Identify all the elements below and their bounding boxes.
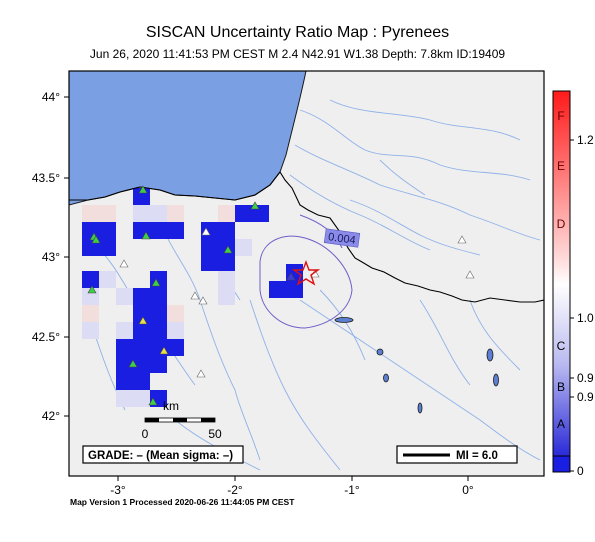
lon-tick-label: -1° bbox=[344, 483, 360, 497]
svg-text:GRADE: – (Mean sigma: –): GRADE: – (Mean sigma: –) bbox=[88, 450, 233, 462]
station-marker bbox=[286, 272, 296, 281]
station-marker bbox=[138, 185, 148, 194]
svg-text:km: km bbox=[163, 399, 179, 413]
station-marker bbox=[138, 316, 148, 325]
station-marker bbox=[457, 235, 467, 244]
lat-tick-label: 44° bbox=[42, 90, 60, 104]
station-marker bbox=[201, 227, 211, 236]
station-marker bbox=[196, 369, 206, 378]
lon-axis-labels: -3° -2° -1° 0° bbox=[110, 483, 474, 497]
grade-letter: B bbox=[557, 380, 565, 394]
lat-tick-label: 42° bbox=[42, 409, 60, 423]
contour-label: 0.004 bbox=[323, 228, 361, 248]
colorbar-value: 0.9 bbox=[577, 371, 594, 385]
scale-bar: km 0 50 bbox=[142, 399, 222, 441]
map-frame bbox=[64, 70, 545, 481]
grade-letter: E bbox=[557, 159, 565, 173]
station-marker bbox=[87, 285, 97, 294]
station-marker bbox=[128, 359, 138, 368]
grade-letter: F bbox=[557, 109, 564, 123]
grade-letter: C bbox=[557, 339, 566, 353]
station-marker bbox=[148, 397, 158, 406]
map-title: SISCAN Uncertainty Ratio Map : Pyrenees bbox=[145, 24, 450, 41]
svg-text:0.004: 0.004 bbox=[327, 231, 356, 247]
station-marker bbox=[159, 346, 169, 355]
lat-tick-label: 42.5° bbox=[32, 330, 60, 344]
grade-letter: A bbox=[557, 417, 565, 431]
station-marker bbox=[465, 270, 475, 279]
mi-legend: MI = 6.0 bbox=[396, 445, 518, 464]
station-marker bbox=[190, 291, 200, 300]
colorbar-value: 0 bbox=[577, 464, 584, 478]
reservoirs bbox=[334, 317, 499, 414]
station-marker bbox=[91, 235, 101, 244]
grade-box: GRADE: – (Mean sigma: –) bbox=[82, 445, 244, 464]
station-marker bbox=[250, 201, 260, 210]
lon-tick-label: -3° bbox=[110, 483, 126, 497]
lat-tick-label: 43.5° bbox=[32, 171, 60, 185]
lon-tick-label: -2° bbox=[227, 483, 243, 497]
colorbar-value: 1.0 bbox=[577, 311, 594, 325]
grade-letter: D bbox=[557, 217, 566, 231]
processing-footer: Map Version 1 Processed 2020-06-26 11:44… bbox=[70, 497, 295, 507]
svg-text:0: 0 bbox=[142, 427, 149, 441]
colorbar-value: 1.2 bbox=[577, 133, 594, 147]
colorbar-zero-cell bbox=[552, 455, 571, 473]
lat-tick-label: 43° bbox=[42, 250, 60, 264]
station-marker bbox=[141, 231, 151, 240]
colorbar-value: 0.9 bbox=[577, 390, 594, 404]
station-marker bbox=[151, 278, 161, 287]
station-marker bbox=[223, 245, 233, 254]
uncertainty-contour bbox=[259, 235, 353, 329]
lat-axis-labels: 44° 43.5° 43° 42.5° 42° bbox=[32, 90, 60, 423]
map-area: 0.004 bbox=[69, 71, 544, 476]
stations bbox=[87, 185, 475, 406]
lon-tick-label: 0° bbox=[462, 483, 474, 497]
svg-text:MI = 6.0: MI = 6.0 bbox=[456, 450, 498, 462]
svg-text:50: 50 bbox=[208, 427, 222, 441]
station-marker bbox=[119, 259, 129, 268]
event-subtitle: Jun 26, 2020 11:41:53 PM CEST M 2.4 N42.… bbox=[89, 47, 506, 61]
station-marker bbox=[198, 296, 208, 305]
epicenter-star-icon bbox=[291, 260, 321, 286]
country-border bbox=[69, 171, 544, 303]
colorbar: F E D C B A 1.2 1.0 0.9 0.9 0 bbox=[552, 90, 594, 478]
